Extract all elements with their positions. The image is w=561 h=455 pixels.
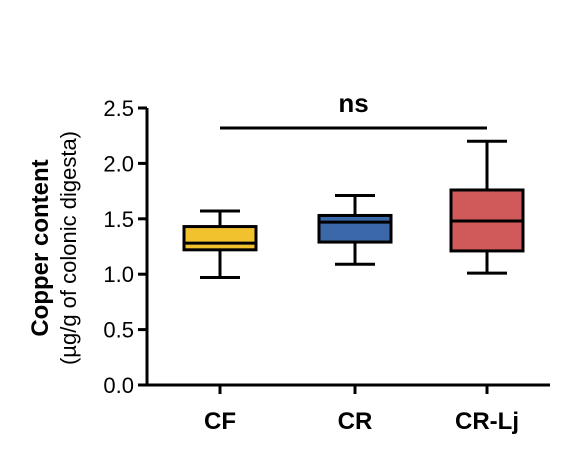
box-cf bbox=[182, 209, 258, 280]
axes: 0.0 0.5 1.0 1.5 2.0 2.5 CF CR CR-Lj bbox=[103, 96, 550, 435]
significance-annotation: ns bbox=[220, 88, 487, 130]
box-group bbox=[182, 139, 525, 280]
iqr-box bbox=[317, 213, 393, 244]
y-tick-label: 1.5 bbox=[103, 207, 134, 232]
box-cr-lj bbox=[449, 139, 525, 275]
box-cr bbox=[317, 194, 393, 266]
y-axis-sublabel: (µg/g of colonic digesta) bbox=[56, 131, 81, 365]
x-tick-label: CF bbox=[204, 408, 236, 435]
x-tick-label: CR-Lj bbox=[455, 408, 519, 435]
y-tick-label: 1.0 bbox=[103, 262, 134, 287]
y-tick-label: 0.0 bbox=[103, 373, 134, 398]
y-tick-label: 0.5 bbox=[103, 318, 134, 343]
y-tick-label: 2.0 bbox=[103, 151, 134, 176]
significance-label: ns bbox=[338, 88, 368, 118]
iqr-box bbox=[182, 225, 258, 252]
y-tick-label: 2.5 bbox=[103, 96, 134, 121]
y-axis-label: Copper content bbox=[27, 159, 54, 336]
x-tick-label: CR bbox=[338, 408, 373, 435]
